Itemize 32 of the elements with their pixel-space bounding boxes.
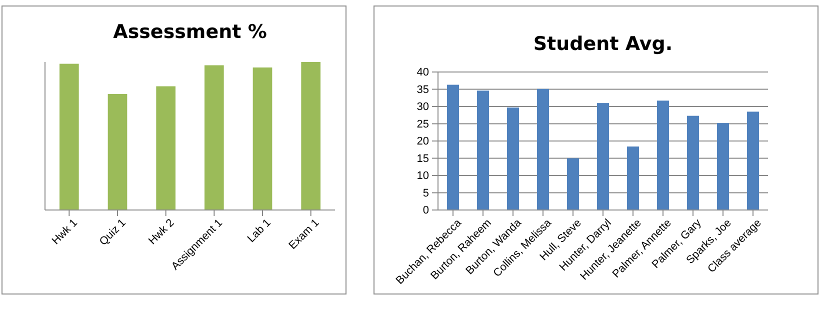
y-tick-label: 20 xyxy=(416,136,429,148)
bar xyxy=(717,123,729,210)
bar xyxy=(156,86,176,210)
bar xyxy=(60,64,79,210)
y-tick-label: 0 xyxy=(422,204,429,217)
bar xyxy=(204,65,224,210)
chart-title: Student Avg. xyxy=(533,33,673,55)
x-tick-label: Lab 1 xyxy=(245,217,274,245)
y-tick-label: 25 xyxy=(416,118,429,130)
y-tick-label: 5 xyxy=(422,187,429,200)
x-tick-label: Hwk 2 xyxy=(146,217,177,248)
bar xyxy=(567,158,579,210)
bar xyxy=(108,94,128,210)
y-tick-label: 15 xyxy=(416,152,429,165)
chart-title: Assessment % xyxy=(113,21,267,43)
bar xyxy=(597,103,609,210)
y-tick-label: 30 xyxy=(416,101,429,114)
bar xyxy=(747,112,759,210)
bar xyxy=(477,90,489,210)
y-tick-label: 10 xyxy=(416,170,429,182)
bar xyxy=(252,67,272,210)
x-tick-label: Hwk 1 xyxy=(50,217,80,248)
bar xyxy=(507,108,519,210)
x-tick-label: Quiz 1 xyxy=(97,217,128,248)
bar xyxy=(537,88,549,210)
bar xyxy=(447,84,459,210)
bar xyxy=(657,100,669,210)
bar xyxy=(687,116,699,210)
bar xyxy=(627,146,639,210)
y-tick-label: 40 xyxy=(416,66,429,79)
y-tick-label: 35 xyxy=(416,84,429,96)
bar xyxy=(301,62,320,210)
